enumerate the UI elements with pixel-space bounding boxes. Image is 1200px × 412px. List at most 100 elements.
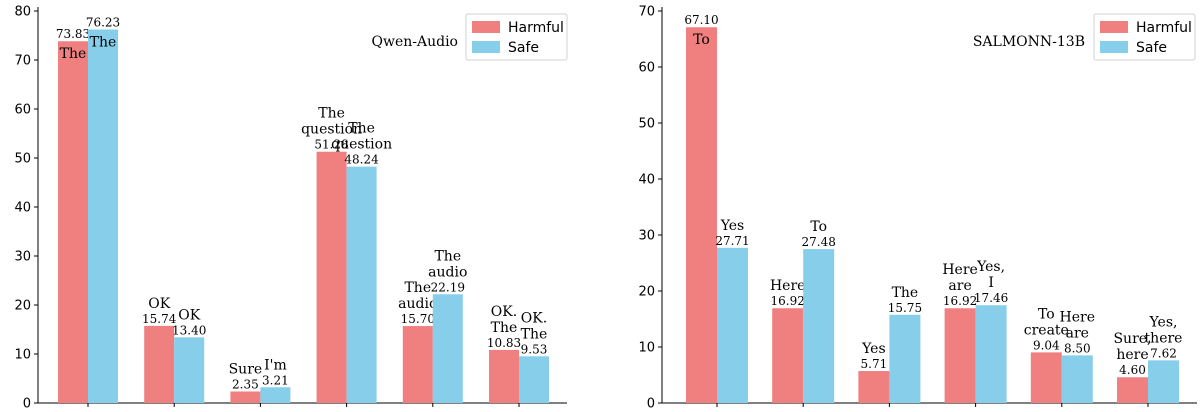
bar-harmful: [772, 308, 804, 403]
bar-value-label: 16.92: [771, 294, 805, 308]
bar-harmful: [686, 27, 717, 404]
bar-safe: [1148, 360, 1179, 403]
y-tick-label: 20: [14, 299, 31, 314]
bar-word-label: The audio: [428, 248, 467, 280]
bar-safe: [88, 29, 118, 404]
bar-safe: [803, 249, 835, 403]
y-tick-label: 0: [23, 397, 31, 412]
bar-harmful: [1117, 377, 1148, 403]
bar-value-label: 15.74: [142, 312, 177, 326]
bar-safe: [1061, 355, 1093, 403]
y-tick-label: 0: [647, 397, 655, 412]
bar-harmful: [402, 326, 433, 403]
bar-value-label: 48.24: [344, 153, 379, 167]
bar-value-label: 76.23: [86, 15, 120, 29]
bar-word-label: The: [60, 46, 87, 62]
bar-value-label: 7.62: [1150, 346, 1177, 360]
bar-harmful: [230, 391, 261, 403]
chart-title: SALMONN-13B: [973, 34, 1085, 50]
y-tick-label: 80: [14, 5, 31, 20]
bar-value-label: 8.50: [1064, 341, 1091, 355]
y-tick-label: 10: [638, 341, 655, 356]
legend: Harmful Safe: [465, 13, 568, 61]
bar-word-label: Yes, I: [976, 259, 1005, 291]
bar-safe: [975, 305, 1007, 403]
bar-word-label: The: [90, 34, 117, 50]
y-tick-label: 50: [14, 152, 31, 167]
bar-harmful: [1030, 352, 1062, 403]
bar-word-label: The audio: [398, 280, 437, 312]
bar-value-label: 5.71: [861, 357, 888, 371]
bar-safe: [717, 247, 748, 403]
bar-value-label: 9.53: [521, 342, 548, 356]
bar-value-label: 16.92: [943, 294, 977, 308]
legend-swatch-safe: [472, 41, 500, 53]
y-tick-label: 30: [638, 229, 655, 244]
bar-word-label: The question: [331, 121, 392, 153]
y-tick-label: 50: [638, 117, 655, 132]
bar-word-label: Here are: [942, 262, 977, 294]
bar-word-label: I'm: [264, 357, 287, 373]
bar-word-label: OK: [178, 307, 200, 323]
bar-value-label: 22.19: [431, 280, 465, 294]
bar-word-label: Here are: [1060, 309, 1095, 341]
bar-value-label: 17.46: [974, 291, 1008, 305]
bar-value-label: 3.21: [262, 373, 289, 387]
bar-value-label: 15.75: [888, 301, 922, 315]
bar-word-label: Yes: [861, 341, 886, 357]
bar-value-label: 51.28: [314, 138, 348, 152]
bar-word-label: OK. The: [491, 304, 518, 336]
bar-value-label: 73.83: [56, 27, 90, 41]
y-tick-label: 20: [638, 285, 655, 300]
bar-harmful: [489, 349, 519, 403]
bar-word-label: The question: [301, 106, 362, 138]
bar-value-label: 15.70: [401, 312, 435, 326]
bar-harmful: [58, 41, 88, 403]
y-tick-label: 60: [638, 61, 655, 76]
chart-title: Qwen-Audio: [372, 34, 459, 50]
legend-swatch-harmful: [472, 21, 500, 33]
legend-swatch-harmful: [1100, 21, 1128, 33]
bar-word-label: Yes, there: [1145, 314, 1183, 346]
bar-word-label: Sure: [229, 361, 263, 377]
bar-harmful: [944, 308, 976, 403]
bar-value-label: 27.48: [802, 235, 836, 249]
bar-value-label: 2.35: [232, 377, 259, 391]
bar-safe: [260, 387, 291, 403]
bar-safe: [889, 314, 921, 403]
y-tick-label: 10: [14, 348, 31, 363]
bar-word-label: To create: [1024, 306, 1069, 338]
bar-word-label: The: [892, 285, 919, 301]
bar-harmful: [316, 151, 347, 403]
bar-value-label: 10.83: [487, 336, 521, 350]
bar-harmful: [858, 371, 890, 403]
bar-word-label: To: [810, 219, 827, 235]
bar-word-label: Sure, here: [1113, 331, 1151, 363]
chart-salmonn-13b: 01020304050607067.10To27.71Yes16.92Here2…: [638, 5, 1197, 412]
legend-swatch-safe: [1100, 41, 1128, 53]
y-tick-label: 40: [14, 201, 31, 216]
y-tick-label: 40: [638, 173, 655, 188]
bar-safe: [519, 356, 549, 403]
legend-label: Harmful: [1136, 20, 1192, 36]
legend-label: Safe: [508, 40, 539, 56]
legend: Harmful Safe: [1093, 13, 1196, 61]
bar-word-label: Here: [770, 278, 805, 294]
y-tick-label: 70: [14, 54, 31, 69]
bar-value-label: 4.60: [1119, 363, 1146, 377]
bar-value-label: 27.71: [715, 234, 749, 248]
bar-safe: [174, 337, 205, 403]
bar-value-label: 9.04: [1033, 338, 1060, 352]
bar-value-label: 67.10: [684, 13, 718, 27]
bar-harmful: [144, 325, 175, 403]
y-tick-label: 70: [638, 5, 655, 20]
bar-word-label: Yes: [720, 218, 745, 234]
legend-label: Safe: [1136, 40, 1167, 56]
bar-word-label: OK: [148, 296, 170, 312]
chart-qwen-audio: 0102030405060708073.83The76.23The15.74OK…: [14, 5, 568, 412]
y-tick-label: 60: [14, 103, 31, 118]
bar-value-label: 13.40: [172, 323, 206, 337]
legend-label: Harmful: [508, 20, 564, 36]
bar-safe: [346, 166, 377, 403]
y-tick-label: 30: [14, 250, 31, 265]
